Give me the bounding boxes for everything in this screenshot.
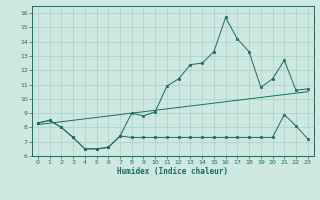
X-axis label: Humidex (Indice chaleur): Humidex (Indice chaleur) bbox=[117, 167, 228, 176]
